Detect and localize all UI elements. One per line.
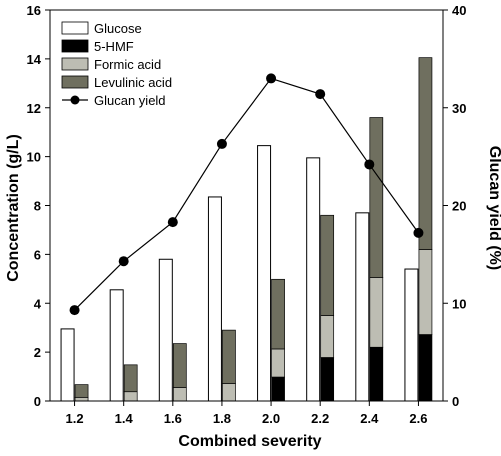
legend: Glucose 5-HMF Formic acid Levulinic acid Glu…	[61, 21, 172, 108]
glucose-legend-swatch	[61, 21, 89, 35]
glucan-yield-marker	[216, 138, 227, 149]
glucan-yield-marker	[315, 89, 326, 100]
glucose-bar	[207, 196, 222, 402]
glucan-yield-marker	[118, 256, 129, 267]
formic-acid-bar	[172, 387, 187, 402]
y-axis-title: Concentration (g/L)	[5, 134, 22, 282]
y-tick-label: 8	[34, 199, 41, 214]
glucan-yield-marker	[413, 227, 424, 238]
x-tick-label: 2.0	[262, 411, 280, 426]
x-tick-label: 2.6	[409, 411, 427, 426]
glucose-bar	[306, 157, 321, 402]
formic-acid-bar	[320, 315, 335, 358]
x-tick-label: 1.8	[213, 411, 231, 426]
5-hmf-bar	[369, 346, 384, 402]
glucose-bar	[355, 212, 370, 402]
y-tick-label: 4	[34, 296, 42, 311]
x-tick-label: 1.4	[115, 411, 134, 426]
y-tick-label: 2	[34, 345, 41, 360]
formic-acid-legend-label: Formic acid	[94, 57, 161, 72]
formic-acid-bar	[222, 383, 236, 402]
levulinic-acid-bar	[320, 214, 335, 316]
levulinic-acid-bar	[418, 57, 433, 250]
glucan-yield-marker	[69, 305, 80, 316]
glucan-yield-legend-marker	[70, 95, 80, 105]
glucan-yield-marker	[167, 217, 178, 228]
formic-acid-bar	[74, 396, 89, 402]
levulinic-acid-bar	[74, 384, 89, 398]
y2-tick-label: 20	[452, 199, 466, 214]
x-tick-label: 2.4	[360, 411, 379, 426]
levulinic-acid-bar	[271, 278, 285, 350]
levulinic-acid-bar	[222, 329, 236, 384]
bars-layer	[60, 57, 433, 402]
ticks-layer: 1.2 1.4 1.6 1.8 2.0 2.2 2.4 2.6 0 2 4 6 8 10 12 14 16 0 10…	[27, 3, 467, 426]
glucan-yield-marker	[266, 73, 277, 84]
x-tick-label: 1.6	[164, 411, 182, 426]
glucose-bar	[257, 145, 272, 402]
formic-acid-bar	[271, 348, 285, 378]
5-hmf-bar	[418, 334, 433, 402]
levulinic-acid-bar	[172, 343, 187, 388]
glucan-yield-marker	[364, 159, 375, 170]
formic-acid-bar	[418, 249, 433, 335]
x-tick-label: 2.2	[311, 411, 329, 426]
glucose-legend-label: Glucose	[94, 21, 142, 36]
5-hmf-bar	[271, 376, 285, 402]
5-hmf-legend-swatch	[61, 39, 89, 53]
levulinic-acid-bar	[369, 117, 384, 278]
glucose-bar	[60, 328, 75, 402]
line-layer	[69, 73, 424, 316]
levulinic-acid-legend-swatch	[61, 75, 89, 89]
y-tick-label: 16	[27, 3, 41, 18]
y2-axis-title: Glucan yield (%)	[486, 146, 501, 270]
y2-tick-label: 40	[452, 3, 466, 18]
x-tick-label: 1.2	[66, 411, 84, 426]
levulinic-acid-legend-label: Levulinic acid	[94, 75, 172, 90]
5-hmf-bar	[320, 357, 335, 402]
formic-acid-legend-swatch	[61, 57, 89, 71]
y-tick-label: 10	[27, 150, 41, 165]
y2-tick-label: 0	[452, 394, 459, 409]
glucose-bar	[404, 268, 419, 402]
levulinic-acid-bar	[123, 364, 138, 393]
y-tick-label: 14	[27, 52, 42, 67]
y-tick-label: 12	[27, 101, 41, 116]
y-tick-label: 0	[34, 394, 41, 409]
5-hmf-legend-label: 5-HMF	[94, 39, 134, 54]
glucose-bar	[158, 258, 173, 402]
formic-acid-bar	[123, 391, 138, 402]
glucan-yield-line	[74, 77, 419, 311]
x-axis-title: Combined severity	[178, 433, 321, 450]
y-tick-label: 6	[34, 247, 41, 262]
y2-tick-label: 30	[452, 101, 466, 116]
y2-tick-label: 10	[452, 296, 466, 311]
glucan-yield-legend-label: Glucan yield	[94, 93, 166, 108]
glucose-bar	[109, 289, 124, 402]
formic-acid-bar	[369, 277, 384, 348]
